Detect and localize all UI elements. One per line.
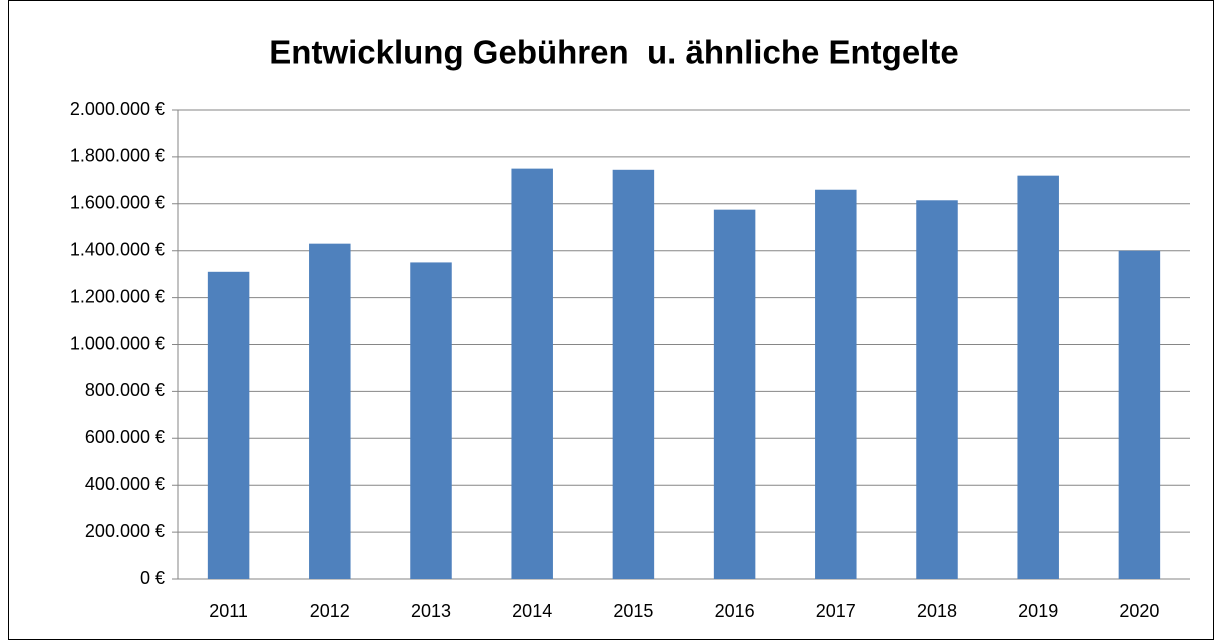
- bar: [815, 189, 857, 580]
- y-tick-label: 800.000 €: [85, 380, 165, 400]
- x-tick-label: 2016: [715, 601, 755, 621]
- y-tick-label: 0 €: [140, 568, 165, 588]
- x-tick-label: 2015: [613, 601, 653, 621]
- bar: [916, 200, 958, 579]
- y-tick-label: 2.000.000 €: [70, 99, 165, 119]
- y-tick-label: 1.600.000 €: [70, 193, 165, 213]
- bar: [410, 262, 452, 579]
- x-tick-label: 2018: [917, 601, 957, 621]
- x-tick-label: 2019: [1018, 601, 1058, 621]
- chart-title: Entwicklung Gebühren u. ähnliche Entgelt…: [269, 34, 958, 71]
- y-tick-label: 400.000 €: [85, 474, 165, 494]
- bar: [1017, 175, 1059, 579]
- bar: [511, 168, 553, 579]
- x-tick-label: 2014: [512, 601, 552, 621]
- bar: [207, 271, 250, 579]
- bar: [612, 169, 655, 580]
- x-tick-label: 2017: [816, 601, 856, 621]
- bar: [309, 243, 351, 580]
- y-tick-label: 1.800.000 €: [70, 146, 165, 166]
- bar: [1118, 250, 1161, 579]
- y-tick-label: 1.400.000 €: [70, 239, 165, 259]
- y-tick-label: 600.000 €: [85, 427, 165, 447]
- x-tick-label: 2013: [411, 601, 451, 621]
- y-tick-label: 1.200.000 €: [70, 286, 165, 306]
- y-tick-label: 1.000.000 €: [70, 333, 165, 353]
- x-tick-label: 2011: [209, 601, 248, 621]
- bar: [713, 209, 756, 579]
- x-tick-label: 2012: [310, 601, 350, 621]
- x-tick-label: 2020: [1119, 601, 1159, 621]
- y-tick-label: 200.000 €: [85, 521, 165, 541]
